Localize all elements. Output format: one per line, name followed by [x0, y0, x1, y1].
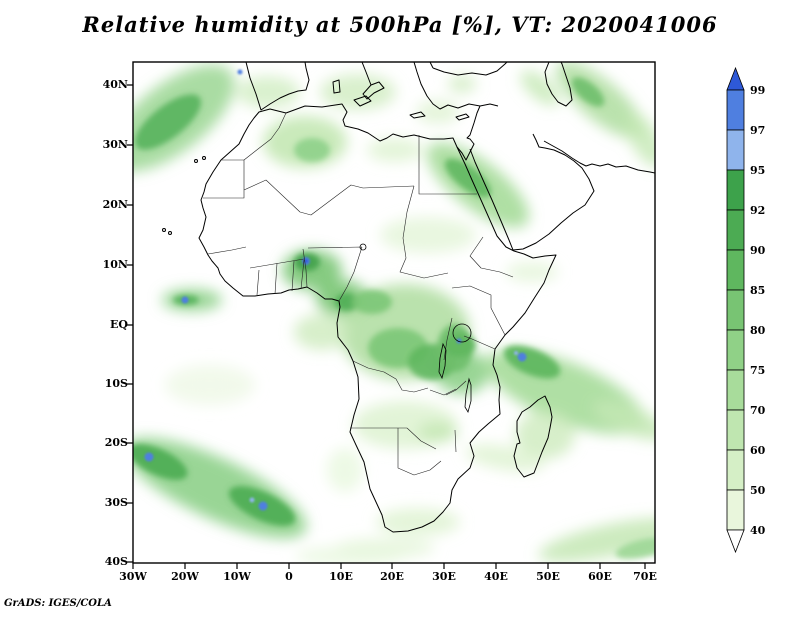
- y-tick-label: 30N: [102, 138, 128, 151]
- colorbar-segment: [726, 129, 745, 171]
- x-tick-label: 10W: [223, 570, 251, 583]
- colorbar-segment: [726, 289, 745, 331]
- x-tick-label: 40E: [484, 570, 508, 583]
- colorbar-label: 60: [750, 444, 766, 457]
- y-tick-label: 10N: [102, 258, 128, 271]
- coastlines: [162, 62, 655, 533]
- colorbar-label: 70: [750, 404, 766, 417]
- x-tick-label: 30W: [119, 570, 147, 583]
- colorbar-label: 97: [750, 124, 766, 137]
- colorbar-label: 92: [750, 204, 766, 217]
- humidity-maxima-spots: [144, 69, 527, 511]
- colorbar-label: 40: [750, 524, 766, 537]
- y-tick-label: EQ: [110, 318, 128, 331]
- y-tick-label: 20S: [104, 436, 128, 449]
- colorbar-segment: [726, 489, 745, 531]
- lakes: [359, 243, 472, 414]
- colorbar-label: 50: [750, 484, 766, 497]
- plot-title: Relative humidity at 500hPa [%], VT: 202…: [82, 12, 718, 37]
- country-borders: [203, 112, 514, 476]
- y-tick-label: 10S: [104, 377, 128, 390]
- colorbar-label: 85: [750, 284, 766, 297]
- colorbar-label: 75: [750, 364, 766, 377]
- y-tick-label: 40N: [102, 78, 128, 91]
- x-tick-label: 30E: [432, 570, 456, 583]
- colorbar-segment: [726, 209, 745, 251]
- grads-attribution: GrADS: IGES/COLA: [4, 598, 112, 609]
- colorbar-label: 99: [750, 84, 766, 97]
- x-tick-label: 20E: [380, 570, 404, 583]
- axis-ticks: [127, 84, 646, 569]
- y-tick-label: 30S: [104, 496, 128, 509]
- x-tick-label: 60E: [588, 570, 612, 583]
- colorbar-label: 80: [750, 324, 766, 337]
- colorbar-arrow-bottom: [726, 529, 745, 554]
- colorbar: [726, 66, 745, 554]
- colorbar-segment: [726, 329, 745, 371]
- colorbar-label: 95: [750, 164, 766, 177]
- colorbar-segment: [726, 449, 745, 491]
- x-tick-label: 20W: [171, 570, 199, 583]
- colorbar-segment: [726, 369, 745, 411]
- axis-frame: [132, 61, 656, 564]
- colorbar-segment: [726, 409, 745, 451]
- x-tick-label: 50E: [536, 570, 560, 583]
- y-tick-label: 20N: [102, 198, 128, 211]
- x-tick-label: 70E: [633, 570, 657, 583]
- colorbar-arrow-top: [726, 66, 745, 91]
- colorbar-segment: [726, 249, 745, 291]
- x-tick-label: 0: [285, 570, 293, 583]
- colorbar-segment: [726, 169, 745, 211]
- colorbar-segment: [726, 89, 745, 131]
- x-tick-label: 10E: [329, 570, 353, 583]
- y-tick-label: 40S: [104, 555, 128, 568]
- colorbar-label: 90: [750, 244, 766, 257]
